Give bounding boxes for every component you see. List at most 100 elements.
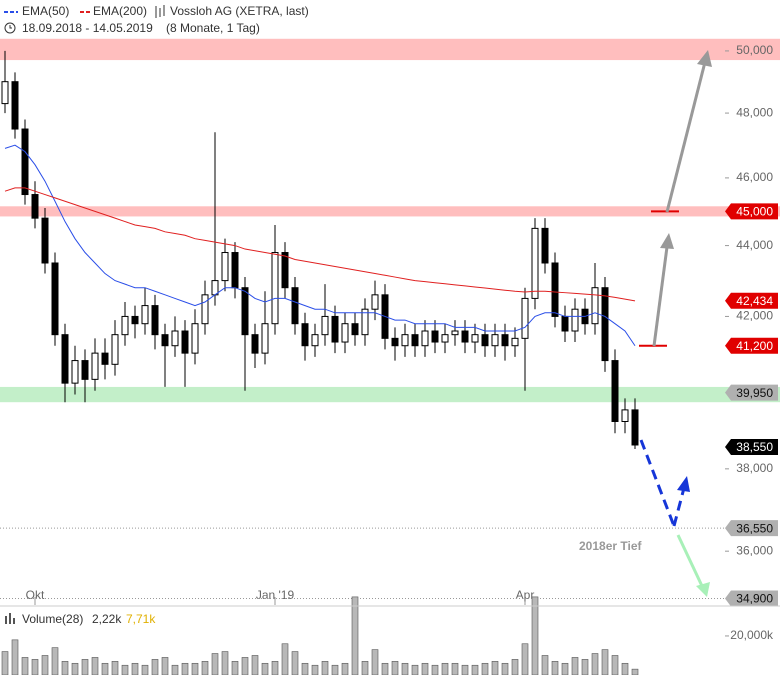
candle-body [551,262,559,317]
price-tag-label: 36,550 [736,521,773,535]
candle-body [281,252,289,289]
volume-last: 2,22k [92,612,122,626]
volume-bar [461,664,469,675]
volume-bar [111,661,119,675]
volume-bar [231,661,239,675]
ema-line [4,144,636,347]
price-tag [725,590,778,607]
candle-body [411,334,419,347]
candle-body [151,305,159,336]
candle-body [91,352,99,380]
zone [0,206,780,217]
candle-body [561,315,569,332]
candle-body [1,81,9,105]
volume-bar [381,662,389,675]
volume-bar [501,662,509,675]
price-tag [725,337,778,354]
volume-bar [171,664,179,675]
volume-bar [1,651,9,675]
volume-label: Volume(28) [22,612,83,626]
volume-bar [141,664,149,675]
volume-bar [151,659,159,675]
volume-bar [31,659,39,675]
candle-body [321,315,329,336]
volume-bar [471,664,479,675]
volume-bar [61,661,69,675]
candle-body [441,334,449,343]
volume-bar [251,655,259,675]
candle-body [71,360,79,384]
candle-body [341,323,349,343]
candle-body [191,323,199,354]
volume-bar [191,662,199,675]
price-tag-label: 41,200 [736,339,773,353]
price-tag-label: 42,434 [736,294,773,308]
volume-bar [401,662,409,675]
plot: 36,000 38,000 42,000 44,000 46,000 48,000 50,0… [0,38,780,675]
volume-bar [521,643,529,675]
candle-body [331,315,339,343]
candle-body [231,252,239,289]
y-tick-label: 36,000 [736,543,773,557]
candle-body [621,409,629,422]
candle-body [521,297,529,339]
price-tag [725,292,778,309]
volume-bar [41,655,49,675]
volume-bar [341,662,349,675]
volume-bar [291,651,299,675]
candle-body [401,334,409,347]
x-tick-label: Jan '19 [256,588,295,602]
candle-body [61,334,69,384]
volume-bar [91,657,99,675]
y-tick-label: 38,000 [736,461,773,475]
candle-body [31,194,39,219]
volume-bar [161,657,169,675]
volume-bar [301,662,309,675]
volume-bar [261,662,269,675]
price-tag-label: 38,550 [736,440,773,454]
candle-body [41,217,49,264]
volume-bar [621,662,629,675]
volume-bar [631,668,639,675]
projection-arrows [639,50,712,597]
volume-bar [221,651,229,675]
volume-bar [431,664,439,675]
candle-body [541,227,549,264]
volume-bar [541,655,549,675]
candle-body [101,352,109,365]
volume-bar [611,655,619,675]
candle-body [531,227,539,299]
price-tag-label: 45,000 [736,205,773,219]
candle-body [431,330,439,343]
candle-body [241,287,249,336]
price-tag [725,203,778,220]
volume-bar [321,661,329,675]
candle-body [211,280,219,296]
candle-body [511,337,519,347]
volume-bar [21,657,29,675]
volume-bar [451,662,459,675]
volume-bar [311,664,319,675]
volume-bar [411,664,419,675]
volume-bar [551,661,559,675]
volume-bar [351,596,359,675]
candle-body [261,323,269,354]
candle-body [571,308,579,332]
volume-bar [131,662,139,675]
candle-body [111,334,119,365]
candle-body [171,330,179,347]
volume-bar [391,661,399,675]
legend-label: EMA(50) [22,4,69,18]
candle-body [11,81,19,130]
price-tag-label: 34,900 [736,592,773,606]
candle-body [591,287,599,325]
volume-bar [491,661,499,675]
period: (8 Monate, 1 Tag) [166,21,260,35]
candle-body [361,308,369,336]
volume-bar [281,643,289,675]
price-tag [725,520,778,537]
candle-body [351,323,359,336]
candle-body [271,252,279,325]
